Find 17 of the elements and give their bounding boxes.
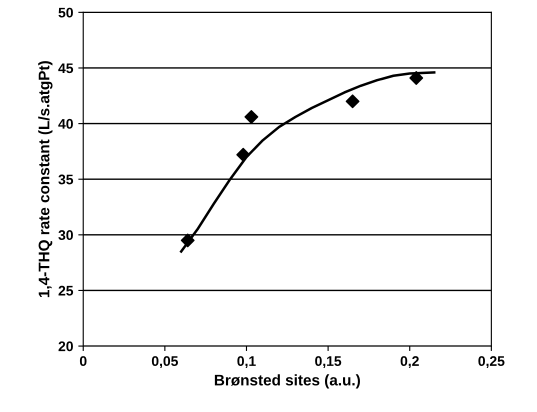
point bbox=[244, 110, 258, 124]
y-tick-label: 35 bbox=[58, 174, 74, 184]
y-tick-label: 30 bbox=[58, 230, 73, 240]
y-axis-title: 1,4-THQ rate constant (L/s.atgPt) bbox=[38, 61, 53, 298]
y-tick-label: 50 bbox=[58, 8, 73, 18]
y-tick-label: 20 bbox=[58, 341, 73, 352]
y-tick-label: 25 bbox=[58, 286, 74, 296]
point bbox=[346, 94, 360, 108]
y-tick-label: 45 bbox=[58, 63, 74, 74]
x-tick-label: 0,1 bbox=[237, 356, 256, 368]
x-tick-label: 0,25 bbox=[478, 356, 504, 368]
x-tick-label: 0 bbox=[80, 356, 87, 366]
x-tick-label: 0,05 bbox=[152, 356, 178, 368]
x-axis-title: Brønsted sites (a.u.) bbox=[214, 374, 360, 389]
x-tick-label: 0,15 bbox=[315, 356, 342, 368]
x-tick-label: 0,2 bbox=[400, 356, 419, 368]
y-tick-label: 40 bbox=[58, 118, 73, 129]
